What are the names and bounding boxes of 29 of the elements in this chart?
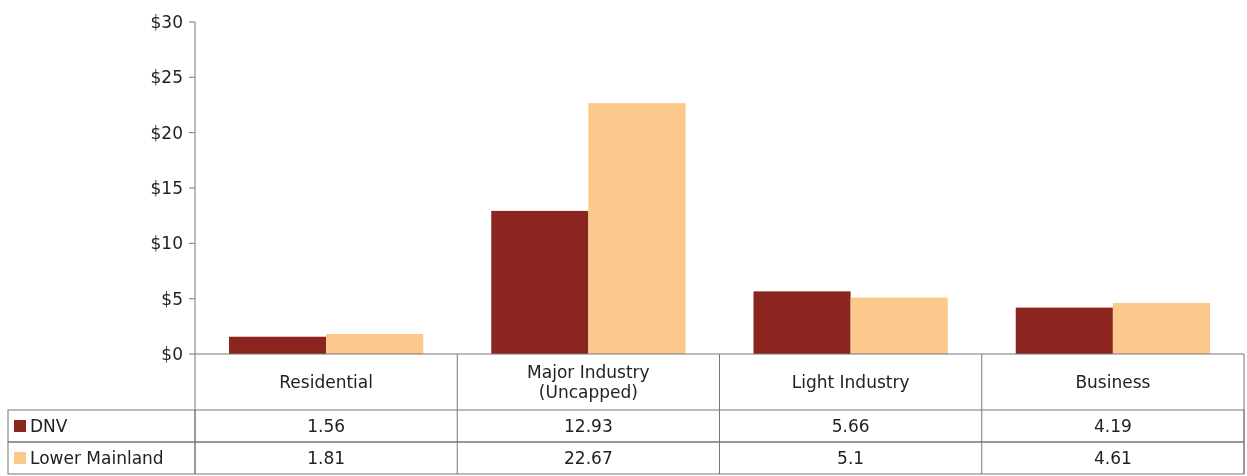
y-tick-label: $5 [161,288,183,309]
data-label: 12.93 [564,415,613,436]
legend-label: DNV [30,415,68,436]
x-tick-label: Residential [279,371,373,392]
y-tick-label: $25 [150,67,183,88]
bar [850,297,948,354]
y-tick-label: $30 [150,11,183,32]
data-label: 5.1 [837,447,865,468]
data-label: 1.56 [307,415,346,436]
bar [1015,307,1113,354]
legend-label: Lower Mainland [30,447,164,468]
x-tick-label: Business [1075,371,1151,392]
data-label: 1.81 [307,447,346,468]
data-label: 22.67 [564,447,613,468]
y-tick-label: $10 [150,233,183,254]
bar [753,291,851,354]
y-tick-label: $0 [161,343,183,364]
x-tick-label: Major Industry (Uncapped) [527,361,650,402]
data-label: 4.61 [1093,447,1132,468]
bar [491,210,589,354]
bar [588,103,686,354]
x-tick-label: Light Industry [791,371,910,392]
y-tick-label: $20 [150,122,183,143]
bar [326,333,424,354]
data-label: 4.19 [1093,415,1132,436]
bar [229,336,327,354]
y-tick-label: $15 [150,177,183,198]
bar [1112,302,1211,354]
data-label: 5.66 [831,415,870,436]
